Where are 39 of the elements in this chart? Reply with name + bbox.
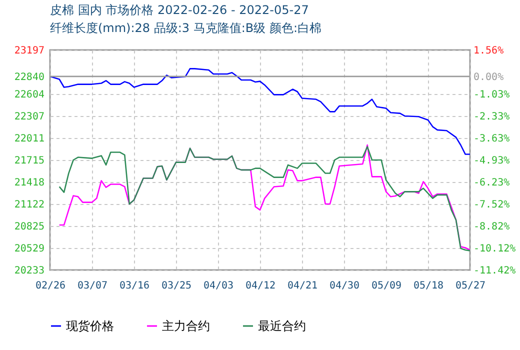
chart-subtitle: 纤维长度(mm):28 品级:3 马克隆值:B级 颜色:白棉 bbox=[50, 21, 322, 35]
chart-title: 皮棉 国内 市场价格 2022-02-26 - 2022-05-27 bbox=[50, 3, 309, 17]
y2-tick-label: -2.33% bbox=[474, 111, 510, 122]
y2-tick-label: -1.03% bbox=[474, 89, 510, 100]
y2-tick-label: -6.23% bbox=[474, 178, 510, 189]
y-tick-label: 22307 bbox=[14, 112, 44, 123]
y2-tick-label: -8.82% bbox=[474, 221, 510, 232]
y-tick-label: 21418 bbox=[14, 178, 44, 189]
legend-label: 最近合约 bbox=[258, 319, 306, 333]
x-tick-label: 03/07 bbox=[77, 280, 108, 292]
y-tick-label: 23197 bbox=[14, 46, 44, 56]
y-tick-label: 22604 bbox=[14, 90, 44, 101]
y2-tick-label: -11.42% bbox=[474, 266, 516, 276]
y-tick-label: 22840 bbox=[14, 72, 44, 83]
x-tick-label: 05/09 bbox=[371, 280, 402, 292]
y-tick-label: 21715 bbox=[14, 156, 44, 166]
y-tick-label: 21122 bbox=[14, 200, 44, 211]
x-tick-label: 04/12 bbox=[245, 280, 276, 292]
x-tick-label: 04/03 bbox=[203, 280, 234, 292]
x-tick-label: 04/21 bbox=[287, 280, 318, 292]
y-tick-label: 20825 bbox=[14, 222, 44, 233]
y2-tick-label: -7.52% bbox=[474, 199, 510, 210]
y-tick-label: 20233 bbox=[14, 266, 44, 276]
y2-tick-label: -3.63% bbox=[474, 133, 510, 144]
y2-tick-label: -10.12% bbox=[474, 243, 516, 254]
y-tick-label: 20529 bbox=[14, 244, 44, 255]
x-tick-label: 03/16 bbox=[119, 280, 150, 292]
y2-tick-label: 1.56% bbox=[474, 46, 504, 56]
x-tick-label: 05/27 bbox=[455, 280, 486, 292]
x-tick-label: 04/30 bbox=[329, 280, 360, 292]
y2-tick-label: -4.93% bbox=[474, 156, 510, 166]
legend-label: 主力合约 bbox=[162, 319, 210, 333]
y-tick-label: 22011 bbox=[14, 134, 44, 145]
x-tick-label: 05/18 bbox=[413, 280, 444, 292]
legend-label: 现货价格 bbox=[66, 319, 114, 333]
x-tick-label: 03/25 bbox=[161, 280, 192, 292]
x-tick-label: 02/26 bbox=[35, 280, 66, 292]
y2-tick-label: 0.00% bbox=[474, 72, 504, 83]
line-series bbox=[50, 68, 470, 155]
